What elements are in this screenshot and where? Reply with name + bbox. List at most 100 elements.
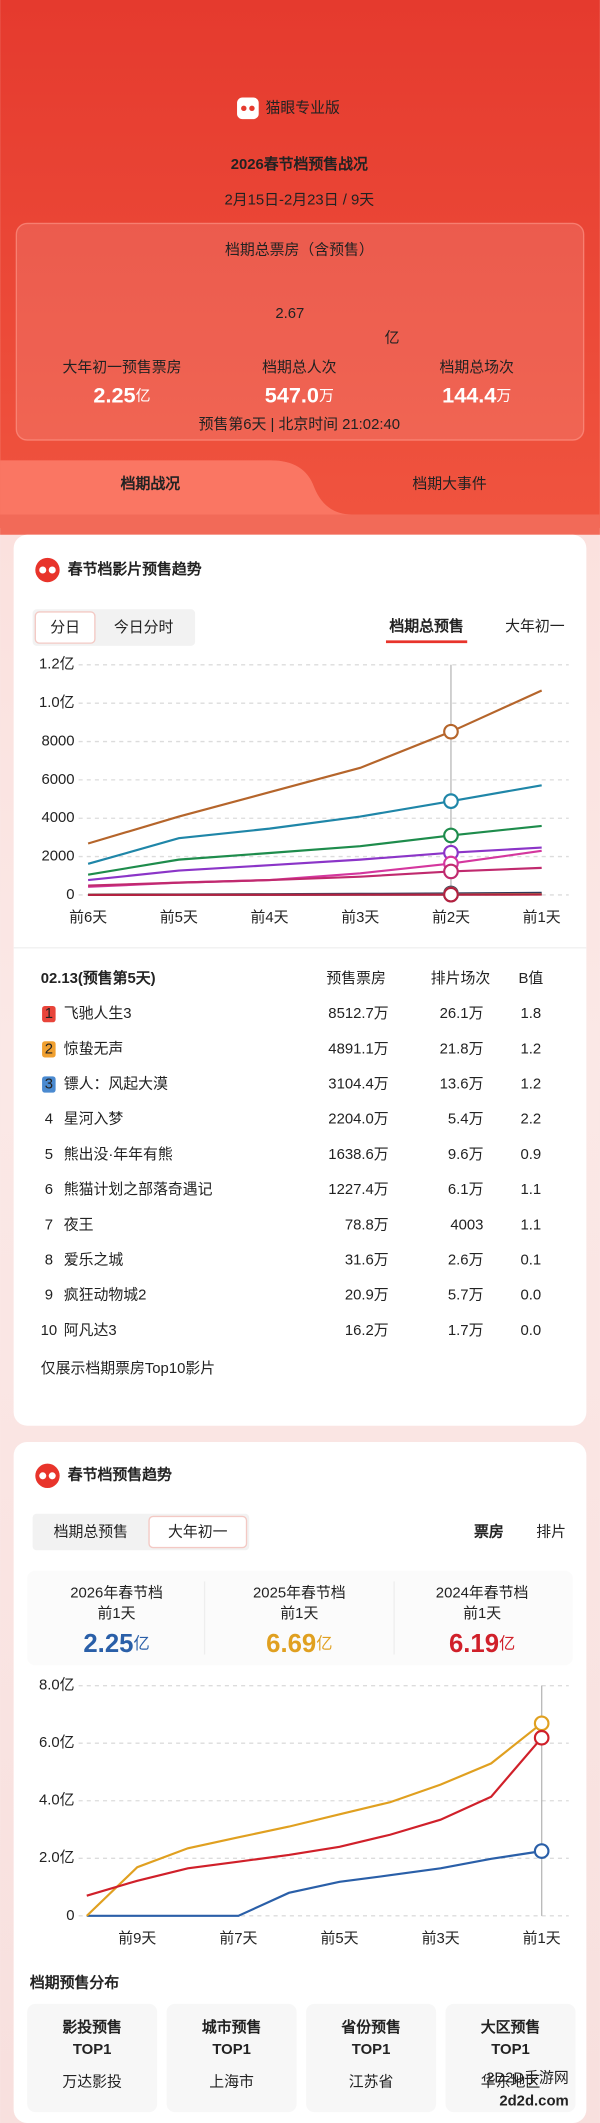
rank: 6 bbox=[45, 1182, 53, 1198]
box-office: 8512.7万 bbox=[328, 1006, 388, 1022]
x-tick-label: 前6天 bbox=[69, 909, 107, 926]
dist-label: 城市预售 bbox=[202, 2018, 262, 2036]
card-label: 2025年春节档 bbox=[253, 1585, 346, 1602]
box-office: 3104.4万 bbox=[328, 1076, 388, 1092]
y-tick-label: 8.0亿 bbox=[39, 1677, 75, 1694]
summary-unit: 亿 bbox=[385, 329, 400, 346]
mode-tab[interactable]: 票房 bbox=[474, 1523, 504, 1541]
toggle-selected[interactable] bbox=[148, 1515, 248, 1549]
screenings: 6.1万 bbox=[448, 1182, 484, 1198]
box-office: 78.8万 bbox=[345, 1217, 389, 1233]
y-tick-label: 1.0亿 bbox=[39, 694, 75, 711]
brand: 猫眼专业版 bbox=[265, 99, 339, 116]
y-tick-label: 1.2亿 bbox=[39, 656, 75, 673]
card-day: 前1天 bbox=[463, 1605, 501, 1622]
card-value: 6.69亿 bbox=[266, 1630, 332, 1658]
x-tick-label: 前3天 bbox=[422, 1930, 460, 1947]
series-line bbox=[87, 784, 542, 865]
active-tab[interactable] bbox=[0, 460, 353, 515]
x-tick-label: 前3天 bbox=[341, 909, 379, 926]
column-header: 预售票房 bbox=[326, 970, 386, 987]
toggle[interactable]: 分日 bbox=[50, 619, 80, 636]
x-tick-label: 前5天 bbox=[160, 909, 198, 926]
toggle[interactable]: 今日分时 bbox=[114, 619, 174, 636]
movie-name: 夜王 bbox=[64, 1216, 94, 1233]
tab[interactable]: 档期大事件 bbox=[412, 476, 486, 493]
toggle[interactable]: 档期总预售 bbox=[54, 1524, 128, 1541]
screenings: 9.6万 bbox=[448, 1147, 484, 1163]
box-office: 31.6万 bbox=[345, 1252, 389, 1268]
icon bbox=[35, 557, 60, 583]
dist-card bbox=[166, 2003, 297, 2113]
screenings: 5.4万 bbox=[448, 1112, 484, 1128]
box-office: 4891.1万 bbox=[328, 1041, 388, 1057]
movie-name: 阿凡达3 bbox=[64, 1322, 117, 1339]
movie-name: 镖人：风起大漠 bbox=[64, 1075, 168, 1092]
rank-badge bbox=[42, 1005, 56, 1023]
summary-footer: 预售第6天 | 北京时间 21:02:40 bbox=[199, 415, 400, 433]
series-line bbox=[88, 866, 542, 887]
mode-tab[interactable]: 档期总预售 bbox=[389, 617, 463, 635]
tab[interactable]: 档期战况 bbox=[121, 475, 181, 493]
toggle[interactable]: 大年初一 bbox=[168, 1524, 228, 1541]
x-tick-label: 前1天 bbox=[523, 1930, 561, 1947]
box-office: 1638.6万 bbox=[328, 1147, 388, 1163]
text-part: 6.69 bbox=[266, 1630, 316, 1658]
summary-value: 2.67 bbox=[275, 306, 304, 322]
stat-value: 2.25亿 bbox=[93, 382, 150, 407]
subtitle: 2月15日-2月23日 / 9天 bbox=[225, 192, 375, 208]
y-tick-label: 6000 bbox=[41, 772, 74, 788]
point-marker bbox=[443, 723, 459, 740]
stat-value: 144.4万 bbox=[442, 382, 511, 407]
box-office: 20.9万 bbox=[345, 1288, 389, 1304]
point-marker bbox=[443, 827, 459, 844]
icon bbox=[35, 1463, 60, 1488]
rank: 4 bbox=[45, 1112, 53, 1128]
y-tick-label: 6.0亿 bbox=[39, 1734, 75, 1751]
watermark: 2D2D手游网 bbox=[486, 2069, 569, 2086]
mode-tab[interactable]: 排片 bbox=[536, 1524, 566, 1541]
panel-title: 春节档预售趋势 bbox=[68, 1466, 172, 1484]
toggle-selected[interactable] bbox=[34, 611, 96, 644]
y-tick-label: 2000 bbox=[41, 849, 74, 865]
column-header: B值 bbox=[518, 970, 543, 987]
screenings: 26.1万 bbox=[440, 1006, 484, 1022]
watermark: 2d2d.com bbox=[499, 2093, 568, 2109]
dist-name: 万达影投 bbox=[62, 2073, 122, 2090]
text-part: 亿 bbox=[136, 388, 151, 405]
series-line bbox=[86, 1737, 543, 1897]
title: 2026春节档预售战况 bbox=[231, 155, 368, 173]
rank: 3 bbox=[45, 1076, 53, 1092]
text-part: 万 bbox=[319, 389, 334, 405]
x-tick-label: 前7天 bbox=[219, 1930, 257, 1947]
dist-rank: TOP1 bbox=[212, 2042, 251, 2058]
text-part: 亿 bbox=[316, 1635, 332, 1653]
summary-label: 档期总票房（含预售） bbox=[225, 241, 374, 258]
movie-name: 飞驰人生3 bbox=[64, 1005, 132, 1022]
text-part: 547.0 bbox=[265, 382, 319, 407]
series-line bbox=[86, 1722, 543, 1917]
rank: 1 bbox=[45, 1006, 53, 1022]
movie-name: 惊蛰无声 bbox=[64, 1039, 123, 1057]
dist-label: 影投预售 bbox=[62, 2018, 122, 2036]
x-tick-label: 前1天 bbox=[523, 909, 561, 926]
stat-label: 大年初一预售票房 bbox=[62, 359, 181, 376]
dist-card bbox=[306, 2003, 437, 2113]
y-tick-label: 2.0亿 bbox=[39, 1849, 75, 1866]
stat-label: 档期总人次 bbox=[262, 359, 336, 376]
screenings: 21.8万 bbox=[440, 1041, 484, 1057]
mode-tab[interactable]: 大年初一 bbox=[505, 618, 565, 635]
summary-card bbox=[15, 222, 585, 441]
stat-value: 547.0万 bbox=[265, 382, 334, 407]
text-part: 万 bbox=[496, 389, 511, 405]
movie-name: 爱乐之城 bbox=[64, 1251, 124, 1268]
point-marker bbox=[533, 1715, 550, 1732]
card-label: 2024年春节档 bbox=[436, 1585, 529, 1602]
dist-rank: TOP1 bbox=[352, 2042, 391, 2058]
movie-name: 熊出没·年年有熊 bbox=[64, 1146, 173, 1163]
movie-name: 熊猫计划之部落奇遇记 bbox=[64, 1181, 213, 1198]
card-day: 前1天 bbox=[280, 1605, 318, 1622]
dist-label: 大区预售 bbox=[481, 2018, 541, 2036]
x-tick-label: 前4天 bbox=[251, 909, 289, 926]
